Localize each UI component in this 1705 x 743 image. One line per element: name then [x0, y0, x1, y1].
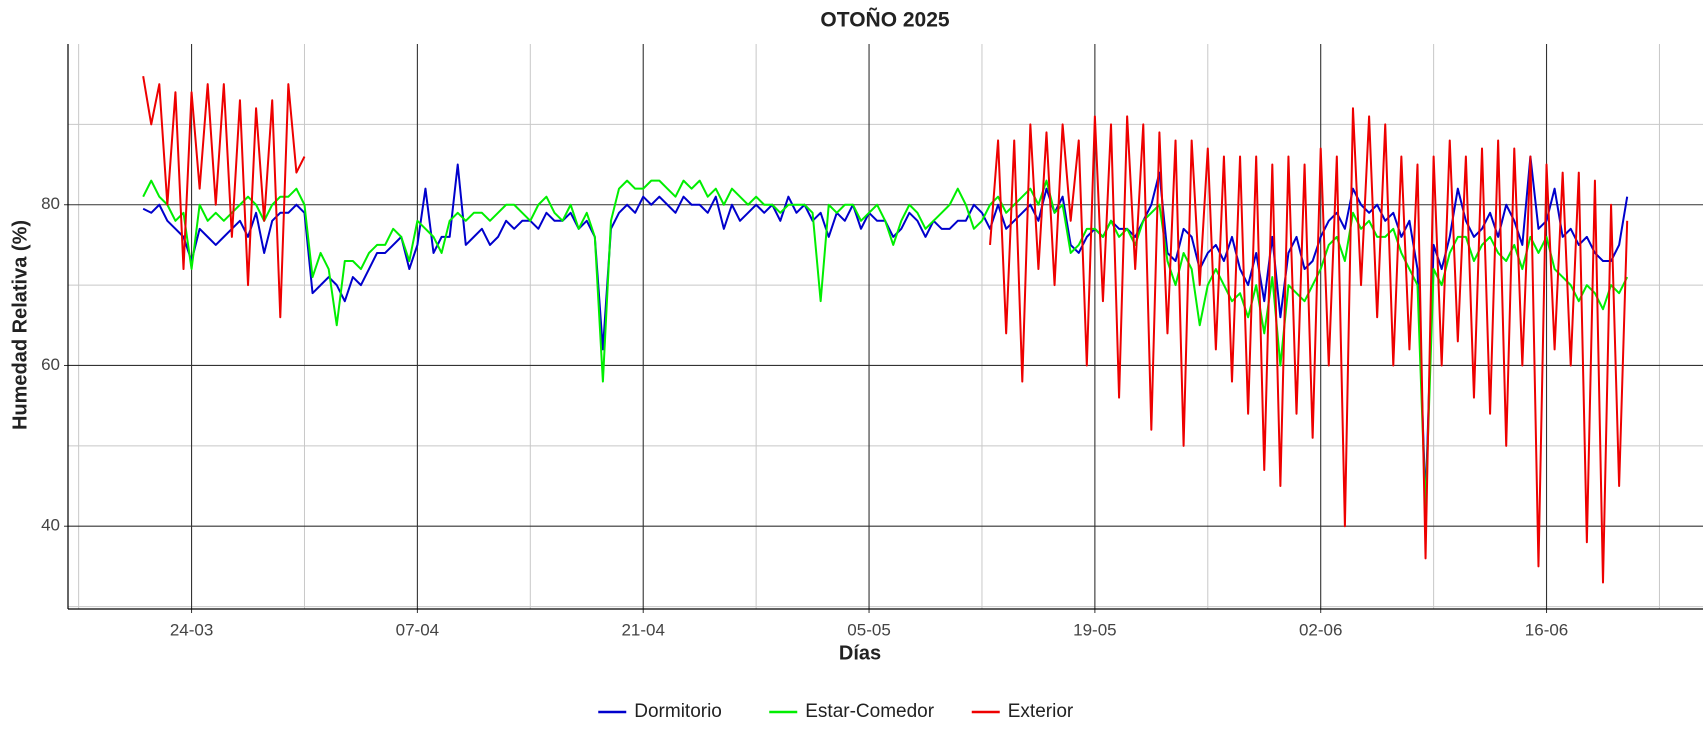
- series-line: [142, 75, 1629, 584]
- x-tick-label: 24-03: [170, 620, 213, 639]
- x-tick-label: 19-05: [1073, 620, 1116, 639]
- y-axis-label: Humedad Relativa (%): [9, 220, 31, 430]
- y-tick-label: 80: [41, 194, 60, 213]
- legend: Dormitorio Estar-Comedor Exterior: [598, 701, 1074, 722]
- x-tick-label: 16-06: [1525, 620, 1568, 639]
- x-tick-label: 02-06: [1299, 620, 1342, 639]
- x-tick-label: 05-05: [847, 620, 890, 639]
- y-tick-label: 40: [41, 516, 60, 535]
- x-axis-label: Días: [839, 642, 881, 664]
- legend-label: Estar-Comedor: [805, 701, 934, 722]
- legend-label: Dormitorio: [634, 701, 722, 722]
- x-tick-label: 07-04: [396, 620, 439, 639]
- x-tick-label: 21-04: [621, 620, 664, 639]
- y-tick-label: 60: [41, 355, 60, 374]
- chart-title: OTOÑO 2025: [820, 9, 949, 32]
- series-line: [142, 155, 1629, 504]
- legend-label: Exterior: [1008, 701, 1074, 722]
